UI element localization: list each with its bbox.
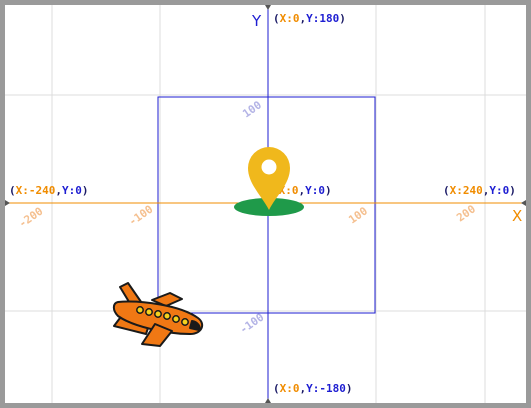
y-part: Y:-180 <box>306 382 346 395</box>
coordinate-label: (X:-240,Y:0) <box>9 184 89 197</box>
pin-hole <box>262 160 277 175</box>
window <box>146 309 152 315</box>
coordinate-label: (X:0,Y:-180) <box>273 382 353 395</box>
punct: ) <box>346 382 353 395</box>
y-part: Y:180 <box>306 12 339 25</box>
punct: ( <box>9 184 16 197</box>
y-part: Y:0 <box>305 184 325 197</box>
window <box>164 313 170 319</box>
punct: ( <box>273 382 280 395</box>
x-part: X:240 <box>450 184 483 197</box>
punct: ) <box>509 184 516 197</box>
y-part: Y:0 <box>62 184 82 197</box>
punct: , <box>300 12 307 25</box>
y-part: Y:0 <box>489 184 509 197</box>
window <box>173 316 179 322</box>
window <box>182 319 188 325</box>
x-part: X:0 <box>280 382 300 395</box>
punct: , <box>483 184 490 197</box>
x-part: X:-240 <box>16 184 56 197</box>
y-axis-label: Y <box>251 12 262 30</box>
window <box>155 311 161 317</box>
punct: , <box>299 184 306 197</box>
punct: ) <box>82 184 89 197</box>
x-part: X:0 <box>280 12 300 25</box>
punct: ( <box>273 12 280 25</box>
punct: ) <box>325 184 332 197</box>
punct: , <box>300 382 307 395</box>
coordinate-label: (X:0,Y:180) <box>273 12 346 25</box>
coordinate-label: (X:240,Y:0) <box>443 184 516 197</box>
punct: ( <box>443 184 450 197</box>
punct: ) <box>339 12 346 25</box>
x-axis-label: X <box>512 207 522 225</box>
window <box>137 307 143 313</box>
punct: , <box>55 184 62 197</box>
stage: Y X -200 -100 100 200 100 -100 (X:0,Y:18… <box>0 0 531 408</box>
